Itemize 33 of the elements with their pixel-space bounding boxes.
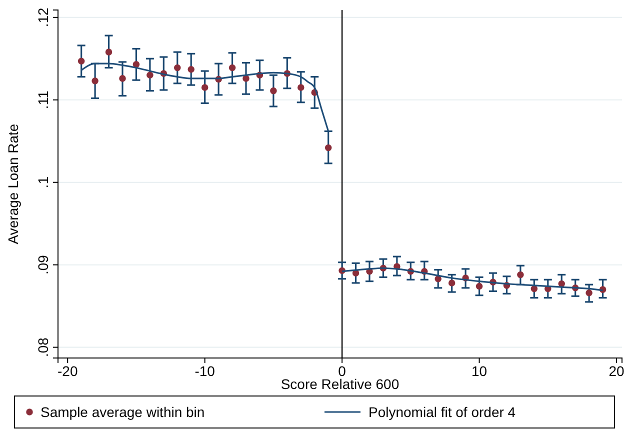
y-tick-label: .12 (35, 7, 51, 28)
y-tick-label: .11 (35, 90, 51, 110)
point (270, 87, 277, 94)
point (298, 84, 304, 91)
point (201, 84, 208, 91)
point (517, 271, 524, 278)
y-tick-label: .1 (35, 176, 51, 188)
point (448, 280, 456, 286)
point (558, 280, 566, 288)
point (92, 78, 98, 84)
point (146, 72, 154, 79)
point (119, 75, 126, 82)
point (174, 64, 181, 72)
y-tick-label: .08 (35, 337, 51, 358)
point (586, 289, 592, 296)
y-tick-label: .09 (35, 254, 51, 275)
x-tick-label: 0 (338, 362, 346, 379)
x-tick-label: 10 (471, 362, 488, 379)
point (476, 282, 483, 290)
point (530, 285, 538, 292)
x-tick-label: 20 (608, 362, 625, 379)
point (228, 64, 236, 72)
legend-label: Polynomial fit of order 4 (368, 404, 516, 420)
x-tick-label: -10 (194, 362, 216, 379)
point (324, 144, 332, 152)
point (78, 58, 85, 65)
point (105, 48, 112, 56)
x-tick-label: -20 (57, 362, 78, 379)
x-axis-title: Score Relative 600 (280, 376, 400, 392)
point (188, 66, 194, 73)
point (242, 75, 250, 82)
y-axis-title: Average Loan Rate (5, 124, 21, 244)
legend-label: Sample average within bin (40, 404, 205, 420)
